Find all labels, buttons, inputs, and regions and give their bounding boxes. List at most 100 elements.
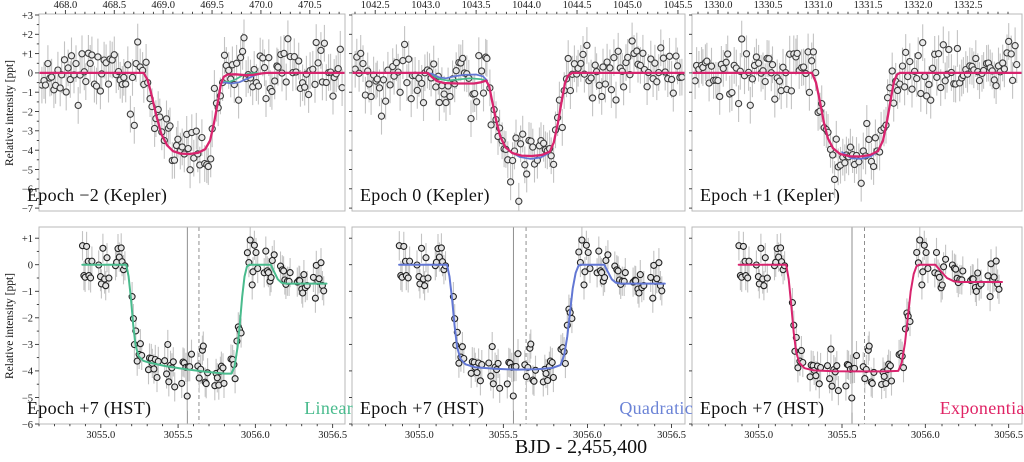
- y-ticks: +3 +2 +1 0 −1 −2 −3 −4 −5 −6 −7: [22, 11, 39, 215]
- error-bars: [41, 19, 343, 189]
- svg-text:−1: −1: [22, 287, 33, 298]
- svg-text:468.0: 468.0: [54, 0, 78, 11]
- svg-text:1331.5: 1331.5: [854, 0, 883, 11]
- model-label-linear: Linear: [304, 398, 353, 418]
- svg-text:0: 0: [28, 69, 33, 80]
- x-ticks: [354, 10, 679, 14]
- svg-text:1045.5: 1045.5: [663, 0, 692, 11]
- panel-epoch-m2-kepler-plot-area: [39, 19, 345, 189]
- svg-text:1330.0: 1330.0: [704, 0, 733, 11]
- svg-text:1331.0: 1331.0: [804, 0, 833, 11]
- svg-text:469.0: 469.0: [151, 0, 175, 11]
- panel-epoch-p1-kepler-plot-area: [692, 20, 1022, 202]
- panel-epoch-0-kepler: 1042.5 1043.0 1043.5 1044.0 1044.5 1045.0 1045…: [349, 0, 693, 212]
- data-points: [352, 37, 685, 205]
- epoch-label-0-kepler: Epoch 0 (Kepler): [360, 185, 490, 205]
- curve-exponential-model: [737, 263, 1003, 373]
- svg-text:470.5: 470.5: [298, 0, 322, 11]
- panel-epoch-p1-kepler: 1330.0 1330.5 1331.0 1331.5 1332.0 1332.5: [689, 0, 1023, 212]
- svg-text:+2: +2: [22, 30, 33, 41]
- curve-exponential-model: [692, 71, 1022, 158]
- svg-text:+3: +3: [22, 11, 33, 22]
- y-ticks: [349, 237, 352, 425]
- svg-text:470.0: 470.0: [249, 0, 273, 11]
- panel-border: [691, 226, 1023, 425]
- data-points: [692, 35, 1021, 187]
- svg-text:−4: −4: [22, 146, 34, 157]
- epoch-label-p7-hst-2: Epoch +7 (HST): [360, 398, 485, 418]
- svg-text:0: 0: [28, 261, 33, 272]
- epoch-label-m2-kepler: Epoch −2 (Kepler): [27, 185, 168, 205]
- x-tick-labels: 3055.0 3055.5 3056.0 3056.5: [744, 430, 1023, 441]
- svg-text:−3: −3: [22, 127, 33, 138]
- curve-linear-model: [81, 263, 328, 375]
- data-points: [735, 236, 1003, 402]
- svg-text:3056.0: 3056.0: [911, 430, 940, 441]
- svg-text:−5: −5: [22, 165, 33, 176]
- svg-text:3056.0: 3056.0: [573, 430, 602, 441]
- svg-text:3056.5: 3056.5: [994, 430, 1023, 441]
- panel-border: [351, 226, 686, 425]
- svg-text:1043.0: 1043.0: [411, 0, 440, 11]
- panel-epoch-p7-hst-linear: 3055.0 3055.5 3056.0 3056.5 +1 0 −1 −2 −3 −4 −5 −6: [22, 226, 347, 441]
- panel-border: [351, 13, 686, 212]
- svg-text:3055.0: 3055.0: [744, 430, 773, 441]
- y-axis-label-bottom-row: Relative intensity [ppt]: [4, 272, 17, 379]
- epoch-label-p7-hst-1: Epoch +7 (HST): [27, 398, 152, 418]
- x-tick-labels: 468.0 468.5 469.0 469.5 470.0 470.5: [54, 0, 322, 11]
- panel-border: [691, 13, 1023, 212]
- svg-text:3056.5: 3056.5: [657, 430, 686, 441]
- x-ticks: [45, 10, 340, 14]
- svg-text:3056.5: 3056.5: [318, 430, 347, 441]
- panel-epoch-p7-hst-quadratic-plot-area: [395, 227, 666, 424]
- epoch-label-p7-hst-3: Epoch +7 (HST): [700, 398, 825, 418]
- error-bars: [694, 20, 1018, 202]
- x-ticks: [38, 424, 334, 428]
- svg-text:3055.5: 3055.5: [828, 430, 857, 441]
- panel-border: [38, 13, 346, 212]
- y-ticks: [689, 237, 692, 425]
- x-ticks: [691, 424, 1010, 428]
- y-ticks: [689, 14, 692, 209]
- svg-text:−5: −5: [22, 393, 33, 404]
- svg-text:−3: −3: [22, 340, 33, 351]
- x-axis-label: BJD - 2,455,400: [514, 436, 648, 458]
- svg-text:−1: −1: [22, 88, 33, 99]
- panel-epoch-0-kepler-plot-area: [352, 22, 685, 211]
- x-tick-labels: 1042.5 1043.0 1043.5 1044.0 1044.5 1045.0 1045…: [361, 0, 693, 11]
- curve-quadratic-model: [398, 263, 666, 371]
- x-tick-labels: 1330.0 1330.5 1331.0 1331.5 1332.0 1332.5: [704, 0, 983, 11]
- epoch-label-p1-kepler: Epoch +1 (Kepler): [700, 185, 841, 205]
- curve-quadratic-alt: [426, 72, 489, 82]
- svg-text:3055.5: 3055.5: [164, 430, 193, 441]
- svg-text:−6: −6: [22, 420, 33, 431]
- svg-text:1332.5: 1332.5: [954, 0, 983, 11]
- y-axis-label-top-row: Relative intensity [ppt]: [4, 59, 17, 166]
- svg-text:468.5: 468.5: [102, 0, 126, 11]
- svg-text:1332.0: 1332.0: [904, 0, 933, 11]
- svg-text:1044.5: 1044.5: [563, 0, 592, 11]
- x-ticks: [351, 424, 672, 428]
- panel-epoch-p7-hst-quadratic: 3055.0 3055.5 3056.0 3056.5: [349, 226, 686, 441]
- svg-text:1043.5: 1043.5: [462, 0, 491, 11]
- svg-text:1042.5: 1042.5: [361, 0, 390, 11]
- data-points: [39, 34, 345, 174]
- curve-linear-alt: [426, 72, 488, 82]
- svg-text:−7: −7: [22, 204, 33, 215]
- x-ticks: [697, 10, 1009, 14]
- panel-epoch-m2-kepler: 468.0 468.5 469.0 469.5 470.0 470.5 +3 +2 +1 0 −1 −…: [22, 0, 346, 215]
- svg-text:1044.0: 1044.0: [512, 0, 541, 11]
- x-tick-labels: 3055.0 3055.5 3056.0 3056.5: [405, 430, 686, 441]
- data-points: [395, 236, 666, 400]
- svg-text:3055.5: 3055.5: [489, 430, 518, 441]
- panel-border: [38, 226, 346, 425]
- model-label-exponential: Exponential: [939, 398, 1024, 418]
- svg-text:−2: −2: [22, 314, 33, 325]
- x-tick-labels: 3055.0 3055.5 3056.0 3056.5: [86, 430, 347, 441]
- svg-text:3055.0: 3055.0: [405, 430, 434, 441]
- svg-text:3055.0: 3055.0: [86, 430, 115, 441]
- svg-text:3056.0: 3056.0: [241, 430, 270, 441]
- model-label-quadratic: Quadratic: [619, 398, 693, 418]
- panel-epoch-p7-hst-linear-plot-area: [78, 227, 328, 424]
